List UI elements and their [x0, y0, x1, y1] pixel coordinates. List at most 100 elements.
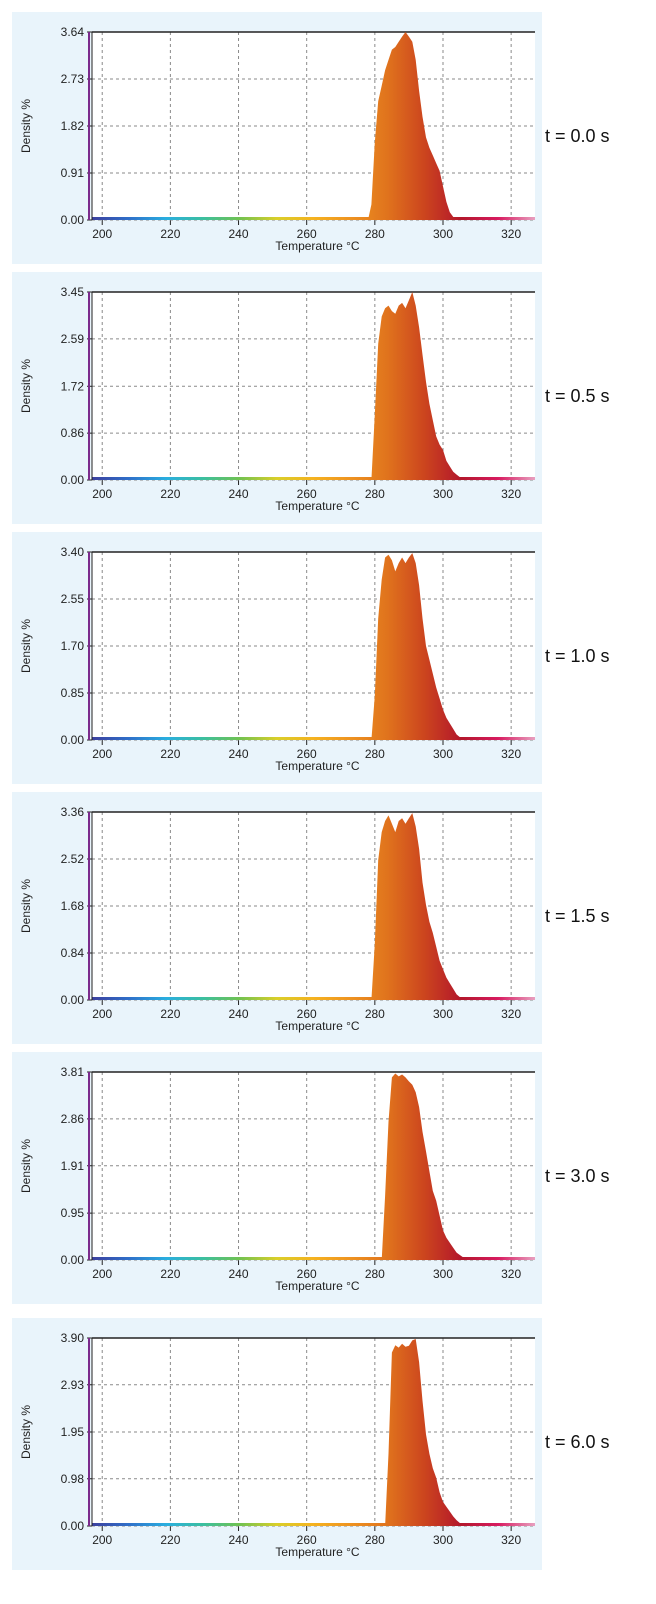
y-tick-label: 0.98 — [61, 1472, 85, 1486]
x-tick-label: 240 — [229, 1267, 249, 1281]
y-axis-title: Density % — [19, 359, 33, 413]
x-tick-label: 300 — [433, 1533, 453, 1547]
density-chart-5: 200 220 240 260 280 300 320 0.00 0.98 1.95 2.93 3.9… — [12, 1318, 610, 1570]
y-tick-label: 3.81 — [61, 1065, 85, 1079]
x-axis-title: Temperature °C — [275, 499, 359, 513]
x-axis-title: Temperature °C — [275, 1279, 359, 1293]
time-label: t = 1.5 s — [545, 906, 610, 926]
y-tick-label: 0.86 — [61, 426, 85, 440]
baseline-strip — [92, 1257, 535, 1260]
time-label: t = 0.0 s — [545, 126, 610, 146]
density-area — [92, 813, 535, 1000]
y-tick-label: 0.00 — [61, 733, 85, 747]
x-tick-label: 320 — [501, 1533, 521, 1547]
x-tick-label: 320 — [501, 747, 521, 761]
x-tick-label: 220 — [160, 1007, 180, 1021]
y-tick-label: 2.86 — [61, 1112, 85, 1126]
x-tick-label: 280 — [365, 1533, 385, 1547]
x-tick-label: 280 — [365, 747, 385, 761]
x-tick-label: 260 — [297, 227, 317, 241]
x-tick-label: 200 — [92, 1267, 112, 1281]
x-tick-label: 260 — [297, 1267, 317, 1281]
y-tick-label: 2.52 — [61, 852, 85, 866]
x-tick-label: 300 — [433, 227, 453, 241]
x-tick-label: 220 — [160, 487, 180, 501]
y-axis-title: Density % — [19, 879, 33, 933]
y-tick-label: 0.00 — [61, 213, 85, 227]
density-chart-2: 200 220 240 260 280 300 320 0.00 0.85 1.70 2.55 3.4… — [12, 532, 610, 784]
x-tick-label: 320 — [501, 487, 521, 501]
baseline-strip — [92, 997, 535, 1000]
x-axis-title: Temperature °C — [275, 239, 359, 253]
density-area — [92, 1339, 535, 1526]
density-area — [92, 553, 535, 740]
x-tick-label: 300 — [433, 1007, 453, 1021]
y-tick-label: 2.59 — [61, 332, 85, 346]
density-chart-3: 200 220 240 260 280 300 320 0.00 0.84 1.68 2.52 3.3… — [12, 792, 610, 1044]
y-axis-title: Density % — [19, 99, 33, 153]
y-tick-label: 0.00 — [61, 993, 85, 1007]
x-tick-label: 200 — [92, 747, 112, 761]
y-tick-label: 0.00 — [61, 473, 85, 487]
density-chart-1: 200 220 240 260 280 300 320 0.00 0.86 1.72 2.59 3.4… — [12, 272, 610, 524]
y-tick-label: 0.95 — [61, 1206, 85, 1220]
x-tick-label: 260 — [297, 487, 317, 501]
x-tick-label: 200 — [92, 487, 112, 501]
y-tick-label: 0.00 — [61, 1253, 85, 1267]
y-tick-label: 2.73 — [61, 72, 85, 86]
y-tick-label: 1.82 — [61, 119, 85, 133]
time-label: t = 0.5 s — [545, 386, 610, 406]
density-area — [92, 32, 535, 220]
y-tick-label: 0.00 — [61, 1519, 85, 1533]
x-tick-label: 300 — [433, 487, 453, 501]
baseline-strip — [92, 737, 535, 740]
x-tick-label: 260 — [297, 747, 317, 761]
time-label: t = 3.0 s — [545, 1166, 610, 1186]
x-tick-label: 200 — [92, 227, 112, 241]
y-tick-label: 2.55 — [61, 592, 85, 606]
baseline-strip — [92, 1523, 535, 1526]
x-tick-label: 220 — [160, 227, 180, 241]
x-tick-label: 300 — [433, 1267, 453, 1281]
x-tick-label: 240 — [229, 1533, 249, 1547]
y-tick-label: 1.70 — [61, 639, 85, 653]
x-tick-label: 240 — [229, 227, 249, 241]
x-tick-label: 200 — [92, 1007, 112, 1021]
y-tick-label: 3.40 — [61, 545, 85, 559]
x-tick-label: 300 — [433, 747, 453, 761]
x-axis-title: Temperature °C — [275, 759, 359, 773]
x-tick-label: 320 — [501, 1267, 521, 1281]
y-tick-label: 3.45 — [61, 285, 85, 299]
x-tick-label: 320 — [501, 1007, 521, 1021]
x-tick-label: 240 — [229, 487, 249, 501]
y-tick-label: 0.85 — [61, 686, 85, 700]
x-axis-title: Temperature °C — [275, 1545, 359, 1559]
x-tick-label: 280 — [365, 487, 385, 501]
time-label: t = 6.0 s — [545, 1432, 610, 1452]
x-tick-label: 220 — [160, 1267, 180, 1281]
y-tick-label: 3.90 — [61, 1331, 85, 1345]
x-axis-title: Temperature °C — [275, 1019, 359, 1033]
x-tick-label: 240 — [229, 1007, 249, 1021]
time-label: t = 1.0 s — [545, 646, 610, 666]
x-tick-label: 260 — [297, 1533, 317, 1547]
density-chart-0: 200 220 240 260 280 300 320 0.00 0.91 1.82 2.73 3.6… — [12, 12, 610, 264]
y-axis-title: Density % — [19, 619, 33, 673]
x-tick-label: 200 — [92, 1533, 112, 1547]
y-axis-title: Density % — [19, 1139, 33, 1193]
x-tick-label: 220 — [160, 1533, 180, 1547]
density-area — [92, 292, 535, 480]
x-tick-label: 240 — [229, 747, 249, 761]
x-tick-label: 280 — [365, 1267, 385, 1281]
y-tick-label: 0.84 — [61, 946, 85, 960]
y-tick-label: 2.93 — [61, 1378, 85, 1392]
y-tick-label: 1.91 — [61, 1159, 85, 1173]
y-tick-label: 3.36 — [61, 805, 85, 819]
density-area — [92, 1073, 535, 1260]
x-tick-label: 320 — [501, 227, 521, 241]
y-axis-title: Density % — [19, 1405, 33, 1459]
x-tick-label: 220 — [160, 747, 180, 761]
x-tick-label: 280 — [365, 227, 385, 241]
baseline-strip — [92, 217, 535, 220]
y-tick-label: 1.68 — [61, 899, 85, 913]
